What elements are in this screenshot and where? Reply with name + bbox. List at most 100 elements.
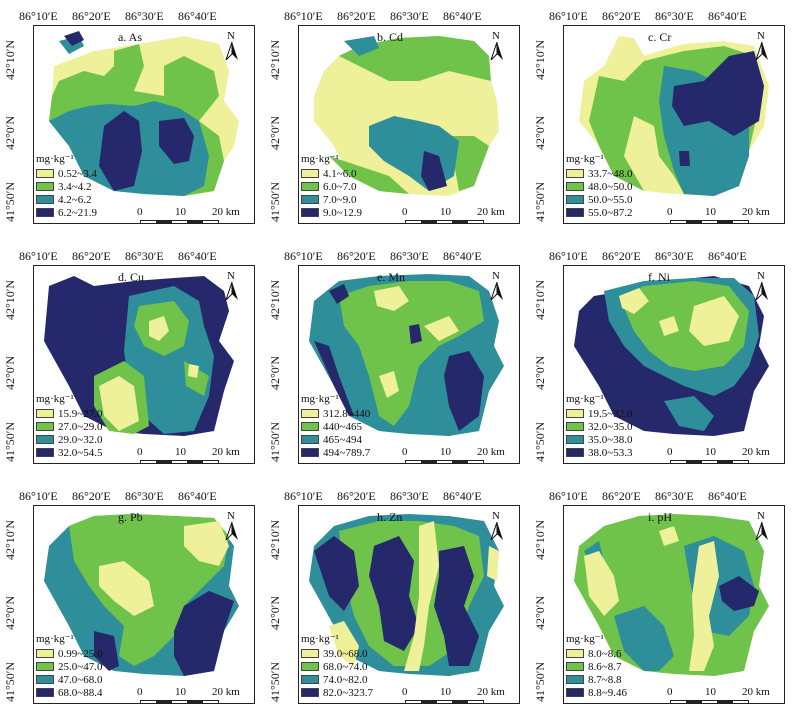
- legend-row: 6.0~7.0: [301, 180, 362, 193]
- scale-mid: 10: [705, 686, 716, 698]
- scale-mid: 10: [705, 206, 716, 218]
- lon-label: 86°20′E: [602, 9, 641, 23]
- panel-title: h. Zn: [377, 510, 403, 524]
- north-label: N: [492, 30, 500, 42]
- lon-label: 86°40′E: [178, 9, 217, 23]
- region-class-4: [314, 536, 479, 666]
- legend-unit: mg·kg⁻¹: [301, 393, 339, 405]
- scale-end: 20 km: [212, 446, 240, 458]
- scale-bar-graphic: [670, 460, 749, 464]
- legend-range: 4.2~6.2: [58, 193, 92, 206]
- legend-unit: mg·kg⁻¹: [36, 633, 74, 645]
- legend-range: 74.0~82.0: [323, 673, 368, 686]
- map-frame: [33, 25, 255, 224]
- north-arrow-icon: [755, 522, 768, 540]
- legend-row: 47.0~68.0: [36, 673, 102, 686]
- legend-row: 4.2~6.2: [36, 193, 97, 206]
- scale-zero: 0: [402, 206, 408, 218]
- lat-label: 41°50′N: [3, 421, 17, 462]
- scale-end: 20 km: [477, 446, 505, 458]
- scale-bar: 0 10 20 km: [137, 446, 250, 466]
- map-panel-cd: 86°10′E 86°20′E 86°30′E 86°40′E 42°10′N …: [265, 0, 530, 239]
- region-class-1: [329, 521, 499, 671]
- north-arrow-icon: [755, 42, 768, 60]
- map-frame: [33, 265, 255, 464]
- legend-range: 27.0~29.0: [58, 420, 103, 433]
- panel-title: f. Ni: [648, 270, 670, 284]
- map-shapes: [49, 31, 239, 196]
- legend-range: 6.0~7.0: [323, 180, 357, 193]
- lat-label: 42°0′N: [268, 115, 282, 150]
- north-arrow-icon: [225, 42, 238, 60]
- scale-zero: 0: [667, 686, 673, 698]
- legend: mg·kg⁻¹ 19.5~32.0 32.0~35.0 35.0~38.0 38…: [566, 392, 632, 459]
- legend-swatch: [301, 182, 319, 191]
- legend-range: 6.2~21.9: [58, 206, 97, 219]
- scale-bar-graphic: [670, 220, 749, 224]
- legend-range: 68.0~88.4: [58, 686, 103, 699]
- north-label: N: [492, 270, 500, 282]
- north-label: N: [757, 30, 765, 42]
- north-arrow: N: [222, 270, 246, 302]
- north-label: N: [757, 510, 765, 522]
- legend-row: 9.0~12.9: [301, 206, 362, 219]
- region-class-4: [719, 576, 759, 611]
- legend-range: 8.6~8.7: [588, 660, 622, 673]
- legend-swatch: [36, 208, 54, 217]
- legend-swatch: [301, 675, 319, 684]
- legend-swatch: [36, 688, 54, 697]
- lon-label: 86°30′E: [390, 9, 429, 23]
- lat-label: 42°0′N: [268, 595, 282, 630]
- legend-swatch: [36, 422, 54, 431]
- north-arrow-icon: [755, 282, 768, 300]
- region-class-4: [94, 591, 234, 676]
- legend-swatch: [566, 422, 584, 431]
- scale-end: 20 km: [477, 206, 505, 218]
- scale-mid: 10: [175, 446, 186, 458]
- legend-row: 48.0~50.0: [566, 180, 632, 193]
- lon-label: 86°20′E: [72, 249, 111, 263]
- legend-swatch: [36, 675, 54, 684]
- north-arrow: N: [222, 510, 246, 542]
- legend-swatch: [301, 208, 319, 217]
- legend-unit: mg·kg⁻¹: [36, 393, 74, 405]
- legend-row: 8.8~9.46: [566, 686, 627, 699]
- map-panel-as: 86°10′E 86°20′E 86°30′E 86°40′E 42°10′N …: [0, 0, 265, 239]
- scale-bar: 0 10 20 km: [667, 686, 780, 706]
- legend-swatch: [301, 169, 319, 178]
- legend-swatch: [566, 662, 584, 671]
- legend-swatch: [36, 662, 54, 671]
- lat-label: 42°10′N: [268, 279, 282, 320]
- map-shapes: [309, 514, 504, 676]
- north-label: N: [227, 510, 235, 522]
- legend-row: 32.0~54.5: [36, 446, 102, 459]
- lat-label: 41°50′N: [533, 421, 547, 462]
- lon-label: 86°30′E: [655, 249, 694, 263]
- legend: mg·kg⁻¹ 0.99~25.0 25.0~47.0 47.0~68.0 68…: [36, 632, 102, 699]
- panel-title: e. Mn: [377, 270, 405, 284]
- lat-label: 42°10′N: [268, 39, 282, 80]
- region-class-4: [314, 284, 484, 431]
- north-arrow: N: [222, 30, 246, 62]
- lon-label: 86°40′E: [178, 489, 217, 503]
- lon-label: 86°20′E: [337, 489, 376, 503]
- region-class-1: [584, 526, 719, 671]
- scale-bar-graphic: [140, 220, 219, 224]
- panel-title: i. pH: [648, 510, 672, 524]
- lon-label: 86°30′E: [125, 489, 164, 503]
- lon-label: 86°20′E: [337, 9, 376, 23]
- legend: mg·kg⁻¹ 15.9~27.0 27.0~29.0 29.0~32.0 32…: [36, 392, 102, 459]
- lon-label: 86°10′E: [19, 249, 58, 263]
- scale-mid: 10: [705, 446, 716, 458]
- legend-swatch: [301, 422, 319, 431]
- lon-label: 86°10′E: [549, 249, 588, 263]
- legend-range: 440~465: [323, 420, 362, 433]
- scale-zero: 0: [402, 686, 408, 698]
- legend-range: 4.1~6.0: [323, 167, 357, 180]
- lon-label: 86°10′E: [549, 489, 588, 503]
- legend-swatch: [36, 649, 54, 658]
- legend: mg·kg⁻¹ 33.7~48.0 48.0~50.0 50.0~55.0 55…: [566, 152, 632, 219]
- legend-row: 0.99~25.0: [36, 647, 102, 660]
- lat-label: 42°0′N: [268, 355, 282, 390]
- map-frame: [563, 25, 785, 224]
